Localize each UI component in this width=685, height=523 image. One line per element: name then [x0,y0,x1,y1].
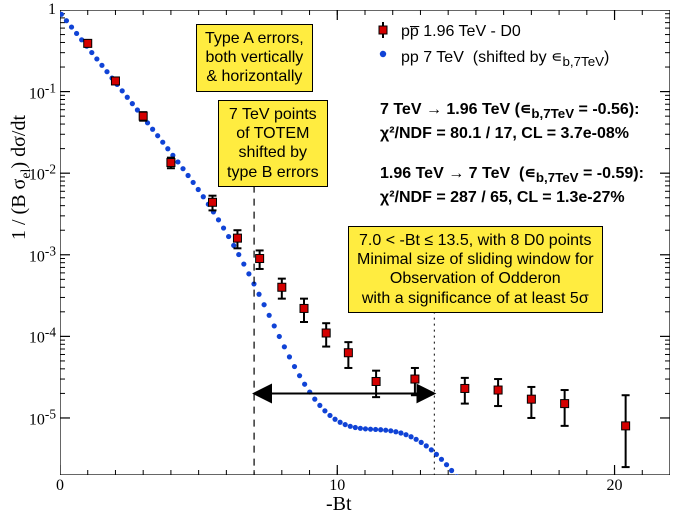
text: Type A errors, [205,30,304,47]
text: 7 TeV points [229,106,317,123]
ytick-label: 10-3 [10,243,56,266]
text: both vertically [205,49,303,66]
text: χ²/NDF = 287 / 65, CL = 1.3e-27% [380,189,625,206]
ytick-label: 10-1 [10,80,56,103]
legend-totem-label: pp 7 TeV (shifted by ∊b,7TeV) [401,49,609,66]
text: & horizontally [206,68,302,85]
text: shifted by [239,144,307,161]
text: of TOTEM [236,125,309,142]
xtick-label: 20 [607,477,623,495]
ytick-label: 1 [10,1,56,19]
xtick-label: 0 [56,477,64,495]
annot-typeA: Type A errors, both vertically & horizon… [196,24,313,92]
text: 1.96 TeV → 7 TeV (∊b,7TeV = -0.59): [380,165,644,182]
xtick-label: 10 [329,477,345,495]
text: Minimal size of sliding window for [357,251,594,268]
ytick-label: 10-5 [10,406,56,429]
text: with a significance of at least 5σ [362,290,589,307]
ytick-label: 10-2 [10,162,56,185]
annot-stats2: 1.96 TeV → 7 TeV (∊b,7TeV = -0.59): χ²/N… [380,163,644,209]
legend-d0-label: pp̅ 1.96 TeV - D0 [401,23,521,40]
annot-typeB: 7 TeV points of TOTEM shifted by type B … [218,100,328,187]
annot-stats1: 7 TeV → 1.96 TeV (∊b,7TeV = -0.56): χ²/N… [380,99,639,145]
x-axis-label: -Bt [326,493,352,516]
text: Observation of Odderon [390,270,561,287]
text: 7 TeV → 1.96 TeV (∊b,7TeV = -0.56): [380,101,639,118]
text: χ²/NDF = 80.1 / 17, CL = 3.7e-08% [380,125,629,142]
annot-window: 7.0 < -Bt ≤ 13.5, with 8 D0 points Minim… [348,226,603,313]
text: type B errors [227,164,319,181]
ytick-label: 10-4 [10,325,56,348]
legend-d0: pp̅ 1.96 TeV - D0 [401,23,521,41]
text: 7.0 < -Bt ≤ 13.5, with 8 D0 points [359,232,591,249]
legend-totem: pp 7 TeV (shifted by ∊b,7TeV) [401,47,609,69]
